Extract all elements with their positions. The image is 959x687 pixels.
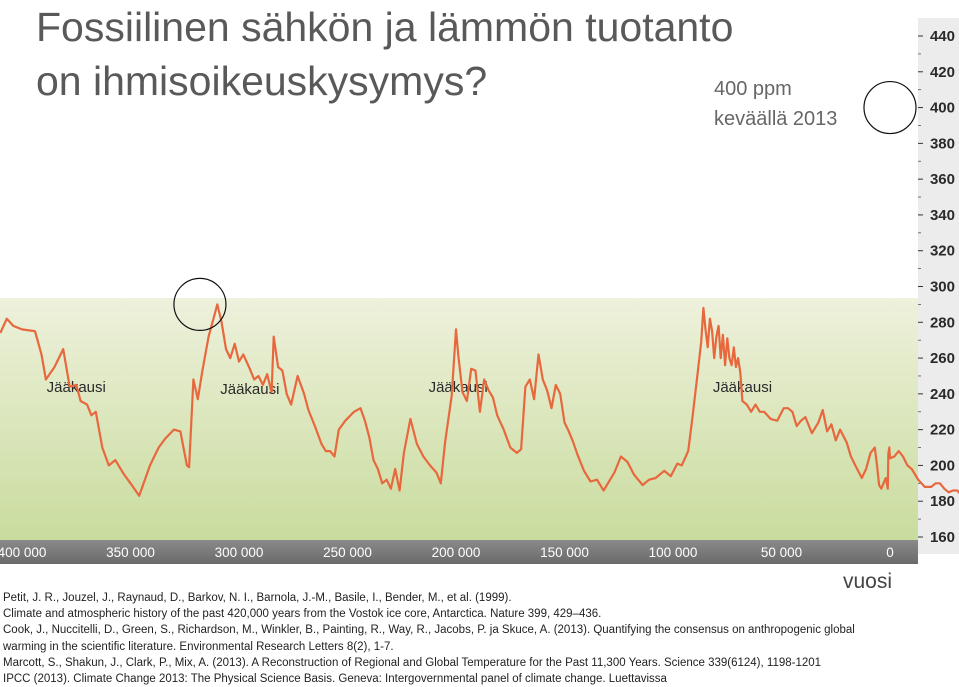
- x-tick-label: 200 000: [432, 545, 481, 560]
- x-tick-label: 0: [886, 545, 894, 560]
- y-axis-panel: [918, 18, 959, 554]
- x-axis: 400 000 350 000 300 000 250 000 200 000 150 0…: [0, 545, 894, 560]
- x-axis-band: [0, 540, 918, 564]
- y-tick-label: 300: [930, 279, 955, 296]
- reference-line: Marcott, S., Shakun, J., Clark, P., Mix,…: [3, 656, 822, 669]
- x-tick-label: 400 000: [0, 545, 46, 560]
- y-tick-label: 260: [930, 350, 955, 367]
- y-tick-label: 440: [930, 28, 955, 45]
- y-tick-label: 240: [930, 386, 955, 403]
- ppm-annotation: 400 ppm keväällä 2013: [714, 74, 837, 134]
- reference-line: Climate and atmospheric history of the p…: [3, 608, 602, 621]
- reference-line: IPCC (2013). Climate Change 2013: The Ph…: [3, 673, 667, 686]
- x-tick-label: 300 000: [215, 545, 264, 560]
- y-tick-label: 420: [930, 64, 955, 81]
- x-tick-label: 250 000: [323, 545, 372, 560]
- x-tick-label: 100 000: [649, 545, 698, 560]
- y-tick-label: 160: [930, 529, 955, 546]
- y-tick-label: 360: [930, 171, 955, 188]
- x-axis-label: vuosi: [843, 570, 893, 593]
- ppm-annotation-line-1: 400 ppm: [714, 78, 792, 100]
- title-line-1: Fossiilinen sähkön ja lämmön tuotanto: [36, 4, 734, 50]
- x-tick-label: 150 000: [540, 545, 589, 560]
- glacial-labels: Jääkausi Jääkausi Jääkausi Jääkausi: [47, 379, 772, 398]
- highlight-circles: [173, 80, 917, 331]
- y-tick-label: 280: [930, 314, 955, 331]
- title-line-2: on ihmisoikeuskysymys?: [36, 58, 488, 104]
- reference-line: Petit, J. R., Jouzel, J., Raynaud, D., B…: [3, 592, 512, 604]
- y-tick-label: 320: [930, 243, 955, 260]
- references: Petit, J. R., Jouzel, J., Raynaud, D., B…: [3, 590, 855, 687]
- y-tick-label: 220: [930, 422, 955, 439]
- y-tick-label: 380: [930, 135, 955, 152]
- y-tick-label: 200: [930, 457, 955, 474]
- page-title: Fossiilinen sähkön ja lämmön tuotanto on…: [36, 0, 733, 108]
- reference-line: warming in the scientific literature. En…: [3, 640, 394, 653]
- highlight-circle: [173, 277, 227, 331]
- y-axis: 160 180 200 220 240 260 280 300 320 340 360 380 400 4…: [918, 28, 955, 546]
- y-tick-label: 400: [930, 100, 955, 117]
- plot-background-upper: [0, 0, 918, 298]
- glacial-label: Jääkausi: [220, 381, 279, 398]
- reference-line: Cook, J., Nuccitelli, D., Green, S., Ric…: [3, 624, 855, 637]
- x-tick-label: 50 000: [761, 545, 802, 560]
- y-tick-label: 340: [930, 207, 955, 224]
- highlight-circle: [863, 80, 917, 135]
- ppm-annotation-line-2: keväällä 2013: [714, 108, 838, 130]
- x-tick-label: 350 000: [106, 545, 155, 560]
- co2-series-line: [0, 303, 959, 497]
- y-tick-label: 180: [930, 493, 955, 510]
- plot-background: [0, 298, 918, 540]
- glacial-label: Jääkausi: [429, 379, 488, 396]
